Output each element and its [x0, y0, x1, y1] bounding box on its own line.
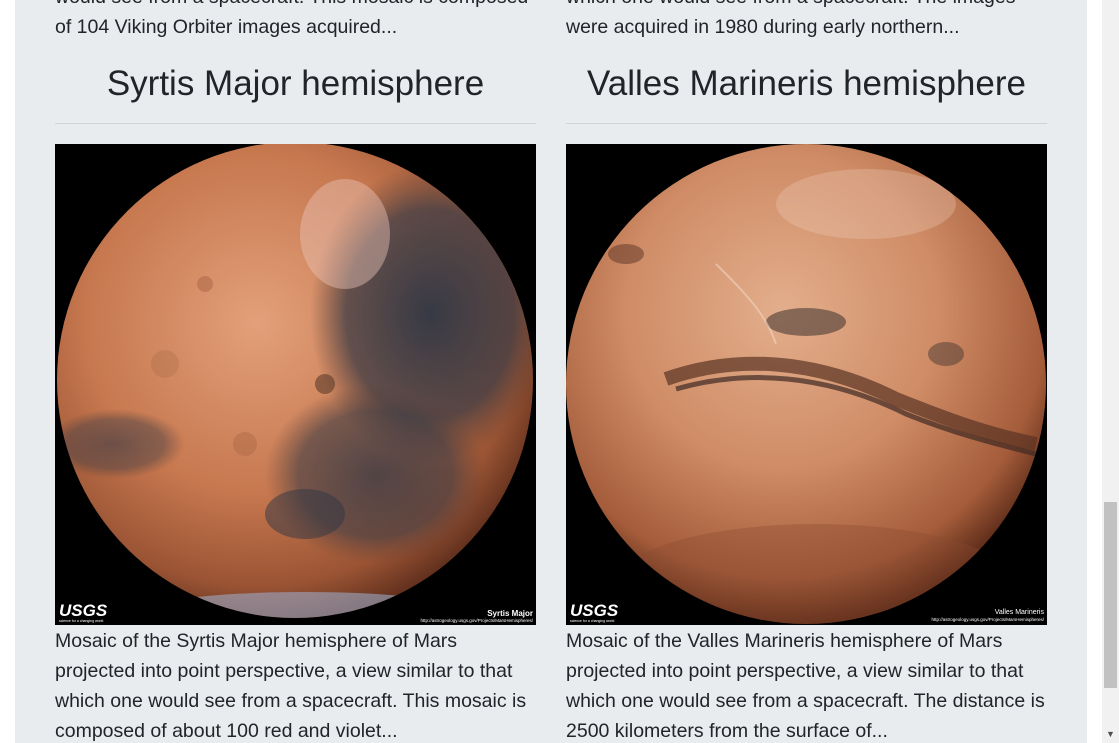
- scrollbar-thumb[interactable]: [1104, 502, 1117, 688]
- mars-globe-valles: [566, 144, 1046, 624]
- image-caption: Valles Marineris: [995, 609, 1045, 616]
- hemisphere-image-syrtis-major[interactable]: USGS science for a changing world Syrtis…: [55, 144, 536, 625]
- page-scrollbar[interactable]: ▼: [1102, 0, 1119, 743]
- previous-card-description: which one would see from a spacecraft. T…: [566, 0, 1015, 38]
- usgs-tagline: science for a changing world: [59, 619, 103, 623]
- scroll-down-arrow-icon[interactable]: ▼: [1106, 729, 1115, 739]
- image-source-url: http://astrogeology.usgs.gov/Projects/Ma…: [421, 618, 534, 623]
- hemisphere-title: Valles Marineris hemisphere: [587, 64, 1026, 103]
- hemisphere-image-valles-marineris[interactable]: USGS science for a changing world Valles…: [566, 144, 1047, 625]
- hemisphere-description: Mosaic of the Valles Marineris hemispher…: [566, 630, 1045, 742]
- usgs-logo: USGS: [59, 601, 108, 620]
- previous-card-description: would see from a spacecraft. This mosaic…: [55, 0, 528, 38]
- hemisphere-title: Syrtis Major hemisphere: [106, 64, 485, 103]
- image-caption: Syrtis Major: [487, 609, 533, 618]
- image-source-url: http://astrogeology.usgs.gov/Projects/Ma…: [932, 617, 1045, 622]
- usgs-tagline: science for a changing world: [570, 619, 614, 623]
- title-divider: [55, 123, 536, 124]
- hemisphere-description: Mosaic of the Syrtis Major hemisphere of…: [55, 630, 527, 742]
- usgs-logo: USGS: [570, 601, 619, 620]
- title-divider: [566, 123, 1047, 124]
